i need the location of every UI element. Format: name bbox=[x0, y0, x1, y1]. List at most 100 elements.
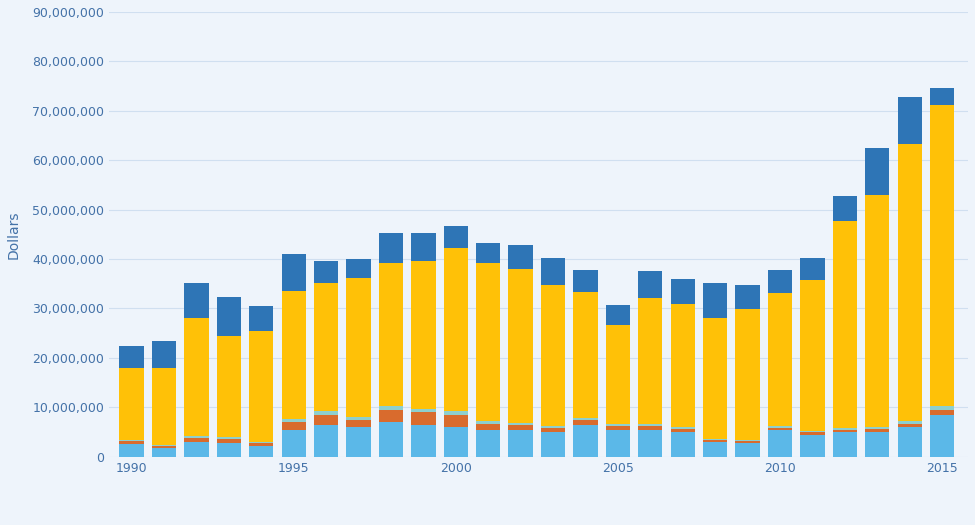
Bar bbox=[250, 331, 273, 442]
Bar bbox=[930, 406, 955, 410]
Bar bbox=[509, 245, 532, 269]
Bar bbox=[671, 432, 695, 457]
Bar bbox=[120, 368, 143, 440]
Bar bbox=[703, 442, 727, 457]
Bar bbox=[444, 411, 468, 415]
Bar bbox=[898, 424, 921, 427]
Bar bbox=[411, 409, 436, 412]
Bar bbox=[800, 432, 825, 435]
Bar bbox=[865, 427, 889, 429]
Bar bbox=[800, 258, 825, 280]
Bar bbox=[184, 442, 209, 457]
Bar bbox=[346, 427, 370, 457]
Bar bbox=[282, 254, 306, 291]
Bar bbox=[573, 292, 598, 418]
Bar bbox=[768, 427, 792, 429]
Bar bbox=[573, 420, 598, 425]
Bar bbox=[541, 427, 565, 432]
Bar bbox=[541, 258, 565, 285]
Bar bbox=[509, 425, 532, 429]
Bar bbox=[833, 429, 857, 432]
Bar bbox=[800, 280, 825, 430]
Bar bbox=[250, 442, 273, 444]
Bar bbox=[250, 444, 273, 446]
Bar bbox=[120, 346, 143, 368]
Bar bbox=[930, 88, 955, 105]
Bar bbox=[444, 248, 468, 411]
Bar bbox=[379, 422, 403, 457]
Bar bbox=[444, 226, 468, 248]
Bar bbox=[314, 415, 338, 425]
Bar bbox=[216, 437, 241, 439]
Bar bbox=[898, 421, 921, 424]
Bar bbox=[898, 98, 921, 144]
Bar bbox=[930, 415, 955, 457]
Bar bbox=[833, 432, 857, 457]
Bar bbox=[184, 284, 209, 318]
Legend: West Florida, Alabama, Mississippi, Louisiana, Texas: West Florida, Alabama, Mississippi, Loui… bbox=[304, 521, 773, 525]
Bar bbox=[833, 428, 857, 429]
Bar bbox=[509, 429, 532, 457]
Bar bbox=[476, 429, 500, 457]
Bar bbox=[509, 423, 532, 425]
Y-axis label: Dollars: Dollars bbox=[7, 210, 20, 259]
Bar bbox=[833, 196, 857, 220]
Bar bbox=[216, 443, 241, 457]
Bar bbox=[605, 305, 630, 325]
Bar bbox=[671, 427, 695, 429]
Bar bbox=[703, 440, 727, 442]
Bar bbox=[703, 439, 727, 440]
Bar bbox=[379, 406, 403, 410]
Bar bbox=[444, 427, 468, 457]
Bar bbox=[671, 279, 695, 304]
Bar bbox=[152, 448, 176, 457]
Bar bbox=[930, 410, 955, 415]
Bar bbox=[639, 271, 662, 298]
Bar bbox=[379, 410, 403, 422]
Bar bbox=[800, 435, 825, 457]
Bar bbox=[216, 439, 241, 443]
Bar bbox=[476, 243, 500, 263]
Bar bbox=[735, 443, 760, 457]
Bar bbox=[250, 306, 273, 331]
Bar bbox=[184, 436, 209, 438]
Bar bbox=[476, 421, 500, 424]
Bar bbox=[605, 424, 630, 426]
Bar bbox=[865, 148, 889, 195]
Bar bbox=[314, 425, 338, 457]
Bar bbox=[184, 318, 209, 436]
Bar bbox=[833, 220, 857, 428]
Bar bbox=[346, 419, 370, 427]
Bar bbox=[605, 325, 630, 424]
Bar bbox=[444, 415, 468, 427]
Bar bbox=[735, 440, 760, 442]
Bar bbox=[671, 304, 695, 427]
Bar bbox=[703, 283, 727, 318]
Bar bbox=[346, 417, 370, 419]
Bar bbox=[346, 278, 370, 417]
Bar bbox=[573, 418, 598, 420]
Bar bbox=[411, 260, 436, 409]
Bar bbox=[282, 422, 306, 429]
Bar bbox=[411, 233, 436, 260]
Bar bbox=[639, 426, 662, 429]
Bar bbox=[314, 283, 338, 411]
Bar bbox=[800, 430, 825, 432]
Bar bbox=[703, 318, 727, 439]
Bar bbox=[216, 336, 241, 437]
Bar bbox=[898, 144, 921, 421]
Bar bbox=[898, 427, 921, 457]
Bar bbox=[541, 432, 565, 457]
Bar bbox=[735, 285, 760, 309]
Bar bbox=[120, 444, 143, 457]
Bar bbox=[735, 309, 760, 440]
Bar bbox=[605, 429, 630, 457]
Bar bbox=[282, 419, 306, 422]
Bar bbox=[152, 445, 176, 446]
Bar bbox=[476, 263, 500, 421]
Bar bbox=[379, 233, 403, 262]
Bar bbox=[346, 259, 370, 278]
Bar bbox=[476, 424, 500, 429]
Bar bbox=[541, 285, 565, 426]
Bar bbox=[639, 429, 662, 457]
